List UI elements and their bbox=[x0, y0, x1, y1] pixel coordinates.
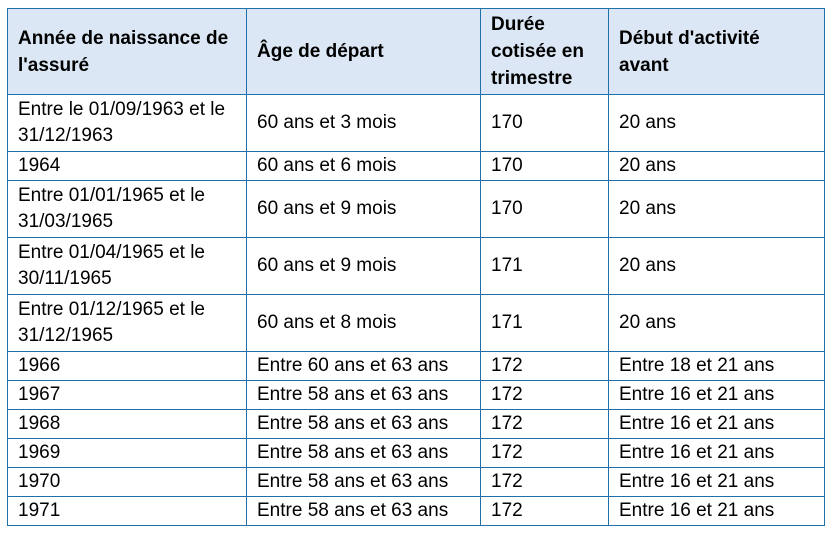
table-row: 1966 Entre 60 ans et 63 ans 172 Entre 18… bbox=[7, 351, 825, 381]
header-row: Année de naissance de l'assuré Âge de dé… bbox=[7, 8, 825, 95]
cell-birth-year: Entre le 01/09/1963 et le 31/12/1963 bbox=[7, 94, 247, 152]
cell-departure-age: 60 ans et 9 mois bbox=[246, 237, 481, 295]
table-row: 1968 Entre 58 ans et 63 ans 172 Entre 16… bbox=[7, 409, 825, 439]
cell-activity-start: 20 ans bbox=[608, 294, 825, 352]
cell-activity-start: 20 ans bbox=[608, 237, 825, 295]
table-row: Entre le 01/09/1963 et le 31/12/1963 60 … bbox=[7, 94, 825, 152]
cell-contribution-quarters: 172 bbox=[480, 351, 609, 381]
table-row: Entre 01/12/1965 et le 31/12/1965 60 ans… bbox=[7, 294, 825, 352]
cell-activity-start: Entre 16 et 21 ans bbox=[608, 467, 825, 497]
cell-departure-age: Entre 58 ans et 63 ans bbox=[246, 438, 481, 468]
table-row: Entre 01/01/1965 et le 31/03/1965 60 ans… bbox=[7, 180, 825, 238]
table-row: 1970 Entre 58 ans et 63 ans 172 Entre 16… bbox=[7, 467, 825, 497]
cell-contribution-quarters: 170 bbox=[480, 94, 609, 152]
header-activity-start: Début d'activité avant bbox=[608, 8, 825, 95]
cell-activity-start: 20 ans bbox=[608, 151, 825, 181]
header-departure-age: Âge de départ bbox=[246, 8, 481, 95]
retirement-table-container: Année de naissance de l'assuré Âge de dé… bbox=[7, 8, 825, 526]
cell-activity-start: Entre 16 et 21 ans bbox=[608, 380, 825, 410]
table-row: 1969 Entre 58 ans et 63 ans 172 Entre 16… bbox=[7, 438, 825, 468]
cell-contribution-quarters: 171 bbox=[480, 237, 609, 295]
cell-birth-year: Entre 01/04/1965 et le 30/11/1965 bbox=[7, 237, 247, 295]
cell-departure-age: 60 ans et 8 mois bbox=[246, 294, 481, 352]
cell-departure-age: 60 ans et 9 mois bbox=[246, 180, 481, 238]
table-row: 1971 Entre 58 ans et 63 ans 172 Entre 16… bbox=[7, 496, 825, 526]
cell-birth-year: 1966 bbox=[7, 351, 247, 381]
cell-birth-year: 1969 bbox=[7, 438, 247, 468]
cell-contribution-quarters: 171 bbox=[480, 294, 609, 352]
cell-departure-age: Entre 58 ans et 63 ans bbox=[246, 496, 481, 526]
table-row: 1967 Entre 58 ans et 63 ans 172 Entre 16… bbox=[7, 380, 825, 410]
table-row: 1964 60 ans et 6 mois 170 20 ans bbox=[7, 151, 825, 181]
cell-activity-start: 20 ans bbox=[608, 94, 825, 152]
cell-activity-start: Entre 16 et 21 ans bbox=[608, 496, 825, 526]
cell-activity-start: Entre 16 et 21 ans bbox=[608, 409, 825, 439]
cell-birth-year: 1967 bbox=[7, 380, 247, 410]
cell-contribution-quarters: 172 bbox=[480, 438, 609, 468]
cell-contribution-quarters: 170 bbox=[480, 180, 609, 238]
cell-birth-year: 1971 bbox=[7, 496, 247, 526]
cell-departure-age: 60 ans et 6 mois bbox=[246, 151, 481, 181]
cell-birth-year: 1970 bbox=[7, 467, 247, 497]
table-row: Entre 01/04/1965 et le 30/11/1965 60 ans… bbox=[7, 237, 825, 295]
cell-contribution-quarters: 172 bbox=[480, 467, 609, 497]
header-birth-year: Année de naissance de l'assuré bbox=[7, 8, 247, 95]
header-contribution-quarters: Durée cotisée en trimestre bbox=[480, 8, 609, 95]
cell-contribution-quarters: 172 bbox=[480, 409, 609, 439]
cell-contribution-quarters: 170 bbox=[480, 151, 609, 181]
cell-departure-age: 60 ans et 3 mois bbox=[246, 94, 481, 152]
cell-activity-start: Entre 16 et 21 ans bbox=[608, 438, 825, 468]
cell-birth-year: Entre 01/12/1965 et le 31/12/1965 bbox=[7, 294, 247, 352]
cell-birth-year: 1964 bbox=[7, 151, 247, 181]
cell-departure-age: Entre 58 ans et 63 ans bbox=[246, 380, 481, 410]
cell-departure-age: Entre 60 ans et 63 ans bbox=[246, 351, 481, 381]
cell-birth-year: Entre 01/01/1965 et le 31/03/1965 bbox=[7, 180, 247, 238]
cell-activity-start: 20 ans bbox=[608, 180, 825, 238]
cell-contribution-quarters: 172 bbox=[480, 380, 609, 410]
cell-activity-start: Entre 18 et 21 ans bbox=[608, 351, 825, 381]
cell-departure-age: Entre 58 ans et 63 ans bbox=[246, 467, 481, 497]
cell-departure-age: Entre 58 ans et 63 ans bbox=[246, 409, 481, 439]
retirement-table: Année de naissance de l'assuré Âge de dé… bbox=[7, 8, 825, 526]
cell-contribution-quarters: 172 bbox=[480, 496, 609, 526]
cell-birth-year: 1968 bbox=[7, 409, 247, 439]
